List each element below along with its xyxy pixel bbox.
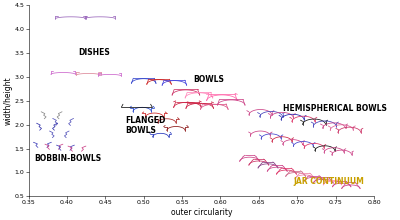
Text: JAR CONTINUUM: JAR CONTINUUM	[293, 178, 364, 187]
X-axis label: outer circularity: outer circularity	[170, 207, 232, 216]
Text: BOBBIN-BOWLS: BOBBIN-BOWLS	[35, 154, 102, 163]
Text: BOWLS: BOWLS	[194, 75, 224, 84]
Text: HEMISPHERICAL BOWLS: HEMISPHERICAL BOWLS	[283, 104, 387, 113]
Text: DISHES: DISHES	[78, 48, 110, 57]
Y-axis label: width/height: width/height	[4, 77, 12, 125]
Text: FLANGED
BOWLS: FLANGED BOWLS	[125, 116, 166, 135]
